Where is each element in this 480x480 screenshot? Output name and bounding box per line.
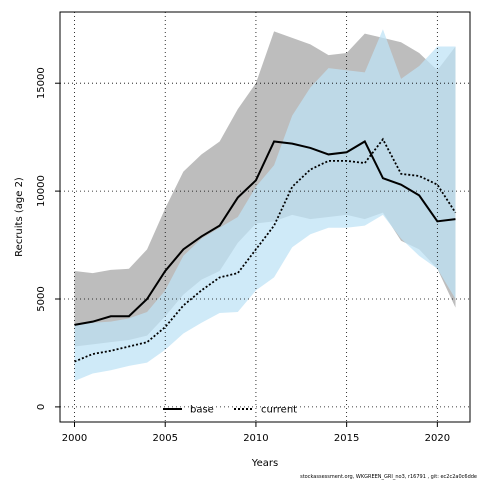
y-tick-label-15000: 15000 — [36, 67, 47, 99]
y-axis: 0 5000 10000 15000 — [36, 67, 60, 410]
x-tick-label-2010: 2010 — [243, 433, 268, 444]
x-tick-label-2000: 2000 — [62, 433, 87, 444]
x-axis: 2000 2005 2010 2015 2020 — [62, 422, 450, 444]
x-axis-title: Years — [251, 458, 278, 469]
y-tick-label-10000: 10000 — [36, 175, 47, 207]
plot-frame — [59, 11, 471, 423]
x-tick-label-2005: 2005 — [152, 433, 177, 444]
legend-label-current: current — [261, 405, 297, 416]
line-current — [74, 137, 457, 363]
line-base — [74, 140, 456, 326]
legend: base current — [163, 405, 297, 416]
footnote: stockassessment.org, WKGREEN_GRI_no3, r1… — [300, 474, 477, 480]
confidence-bands — [74, 29, 456, 382]
x-tick-label-2015: 2015 — [334, 433, 359, 444]
x-tick-label-2020: 2020 — [425, 433, 450, 444]
y-tick-label-0: 0 — [36, 404, 47, 410]
legend-label-base: base — [190, 405, 214, 416]
grid-lines — [60, 12, 470, 422]
y-axis-title: Recruits (age 2) — [14, 177, 25, 257]
series-lines — [74, 137, 457, 363]
y-tick-label-5000: 5000 — [36, 286, 47, 311]
band-current — [74, 29, 456, 382]
